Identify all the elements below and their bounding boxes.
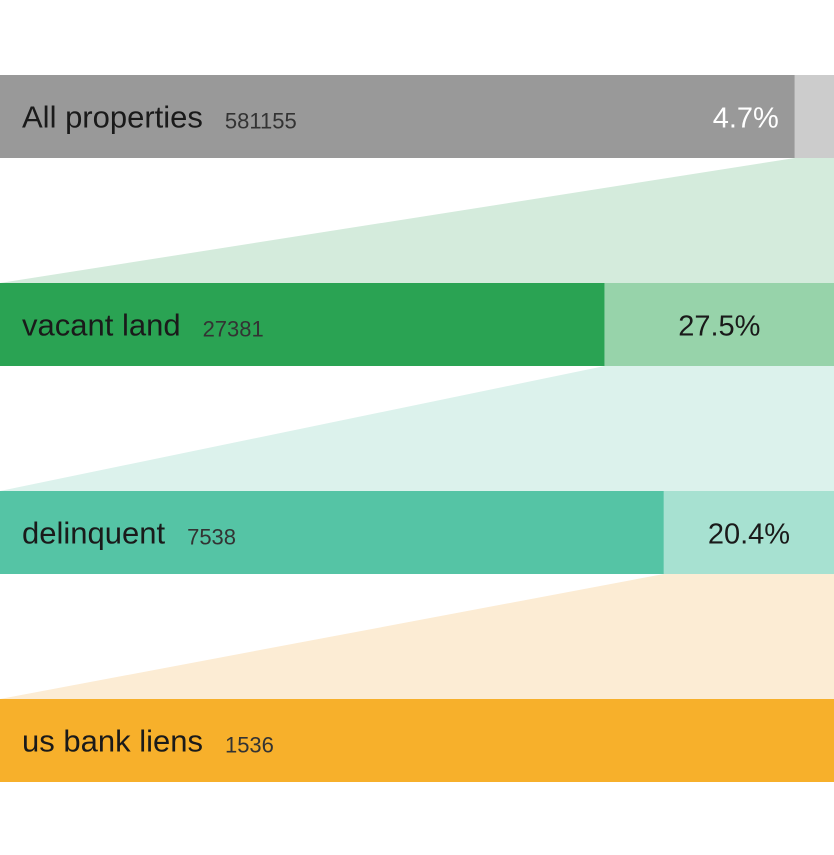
bar-delinquent xyxy=(0,491,664,574)
stage-count-delinquent: 7538 xyxy=(187,525,236,550)
connector-vacant-land xyxy=(0,366,834,491)
bar-us-bank-liens xyxy=(0,699,834,782)
conversion-pct-all-properties: 4.7% xyxy=(713,103,779,135)
bar-vacant-land xyxy=(0,283,605,366)
connector-delinquent xyxy=(0,574,834,699)
conversion-pct-vacant-land: 27.5% xyxy=(678,311,760,343)
stage-label-delinquent: delinquent xyxy=(22,516,165,551)
stage-label-us-bank-liens: us bank liens xyxy=(22,724,203,759)
bar-all-properties xyxy=(0,75,795,158)
stage-count-us-bank-liens: 1536 xyxy=(225,733,274,758)
stage-label-all-properties: All properties xyxy=(22,100,203,135)
conversion-segment-delinquent xyxy=(663,491,834,574)
conversion-segment-vacant-land xyxy=(604,283,834,366)
connector-all-properties xyxy=(0,158,834,283)
stage-label-vacant-land: vacant land xyxy=(22,308,181,343)
stage-count-all-properties: 581155 xyxy=(225,109,297,134)
stage-count-vacant-land: 27381 xyxy=(203,317,264,342)
conversion-segment-all-properties xyxy=(794,75,834,158)
conversion-pct-delinquent: 20.4% xyxy=(708,519,790,551)
